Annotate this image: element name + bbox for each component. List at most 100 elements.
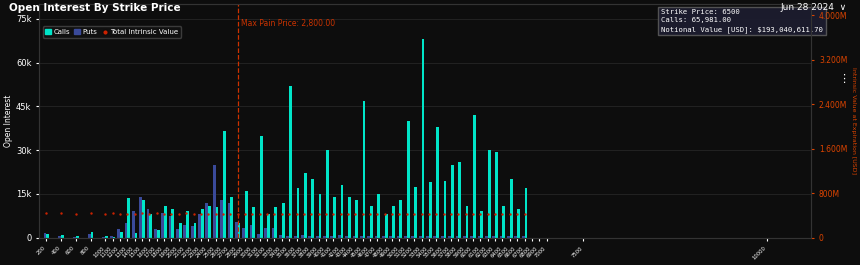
Bar: [348, 197, 351, 238]
Point: [267, 212, 281, 216]
Bar: [451, 165, 454, 238]
Bar: [485, 236, 488, 238]
Bar: [514, 236, 517, 238]
Bar: [157, 231, 160, 238]
Bar: [228, 203, 230, 238]
Bar: [237, 223, 241, 238]
Point: [83, 211, 97, 215]
Point: [371, 212, 384, 216]
Bar: [164, 206, 167, 238]
Point: [304, 212, 318, 216]
Bar: [201, 209, 204, 238]
Point: [40, 211, 53, 215]
Point: [452, 212, 465, 216]
Bar: [390, 236, 392, 238]
Bar: [481, 211, 483, 238]
Point: [319, 212, 333, 216]
Bar: [473, 115, 476, 238]
Bar: [252, 207, 255, 238]
Point: [135, 211, 149, 215]
Bar: [510, 179, 513, 238]
Point: [518, 212, 531, 216]
Bar: [421, 39, 424, 238]
Bar: [441, 236, 444, 238]
Bar: [198, 214, 201, 238]
Bar: [102, 237, 105, 238]
Point: [437, 212, 451, 216]
Bar: [297, 188, 299, 238]
Point: [422, 212, 436, 216]
Bar: [463, 236, 465, 238]
Bar: [139, 197, 142, 238]
Bar: [448, 236, 451, 238]
Point: [54, 211, 68, 215]
Point: [466, 212, 480, 216]
Bar: [404, 236, 407, 238]
Point: [209, 212, 223, 216]
Bar: [272, 228, 274, 238]
Bar: [150, 214, 152, 238]
Bar: [194, 223, 196, 238]
Bar: [176, 229, 179, 238]
Bar: [304, 174, 307, 238]
Point: [290, 212, 304, 216]
Bar: [212, 165, 216, 238]
Bar: [378, 194, 380, 238]
Bar: [132, 211, 135, 238]
Bar: [267, 214, 270, 238]
Bar: [301, 235, 304, 238]
Point: [385, 212, 399, 216]
Text: ⋮: ⋮: [838, 74, 849, 84]
Y-axis label: Open Interest: Open Interest: [4, 95, 13, 147]
Legend: Calls, Puts, Total Intrinsic Value: Calls, Puts, Total Intrinsic Value: [42, 26, 181, 38]
Bar: [367, 236, 370, 238]
Bar: [316, 236, 318, 238]
Point: [224, 212, 237, 216]
Bar: [289, 86, 292, 238]
Bar: [171, 209, 175, 238]
Bar: [525, 188, 527, 238]
Point: [348, 212, 362, 216]
Point: [106, 211, 120, 215]
Bar: [73, 237, 76, 238]
Bar: [355, 200, 358, 238]
Point: [238, 212, 252, 216]
Point: [356, 212, 370, 216]
Point: [311, 212, 325, 216]
Bar: [46, 234, 49, 238]
Bar: [456, 236, 458, 238]
Bar: [488, 150, 490, 238]
Point: [230, 212, 244, 216]
Bar: [230, 197, 233, 238]
Bar: [341, 185, 343, 238]
Point: [120, 212, 134, 216]
Bar: [318, 194, 322, 238]
Bar: [186, 211, 189, 238]
Bar: [257, 234, 260, 238]
Bar: [282, 203, 285, 238]
Bar: [411, 236, 415, 238]
Bar: [120, 232, 123, 238]
Bar: [392, 206, 395, 238]
Point: [297, 212, 310, 216]
Bar: [154, 229, 157, 238]
Point: [400, 212, 414, 216]
Bar: [216, 207, 218, 238]
Bar: [353, 236, 355, 238]
Bar: [206, 203, 208, 238]
Bar: [492, 236, 495, 238]
Bar: [243, 228, 245, 238]
Point: [187, 212, 200, 216]
Bar: [311, 179, 314, 238]
Bar: [127, 198, 130, 238]
Point: [216, 212, 230, 216]
Point: [253, 212, 267, 216]
Point: [481, 212, 494, 216]
Point: [341, 212, 355, 216]
Point: [510, 212, 524, 216]
Bar: [436, 127, 439, 238]
Bar: [426, 236, 429, 238]
Text: Max Pain Price: 2,800.00: Max Pain Price: 2,800.00: [242, 19, 335, 28]
Bar: [470, 236, 473, 238]
Bar: [179, 223, 181, 238]
